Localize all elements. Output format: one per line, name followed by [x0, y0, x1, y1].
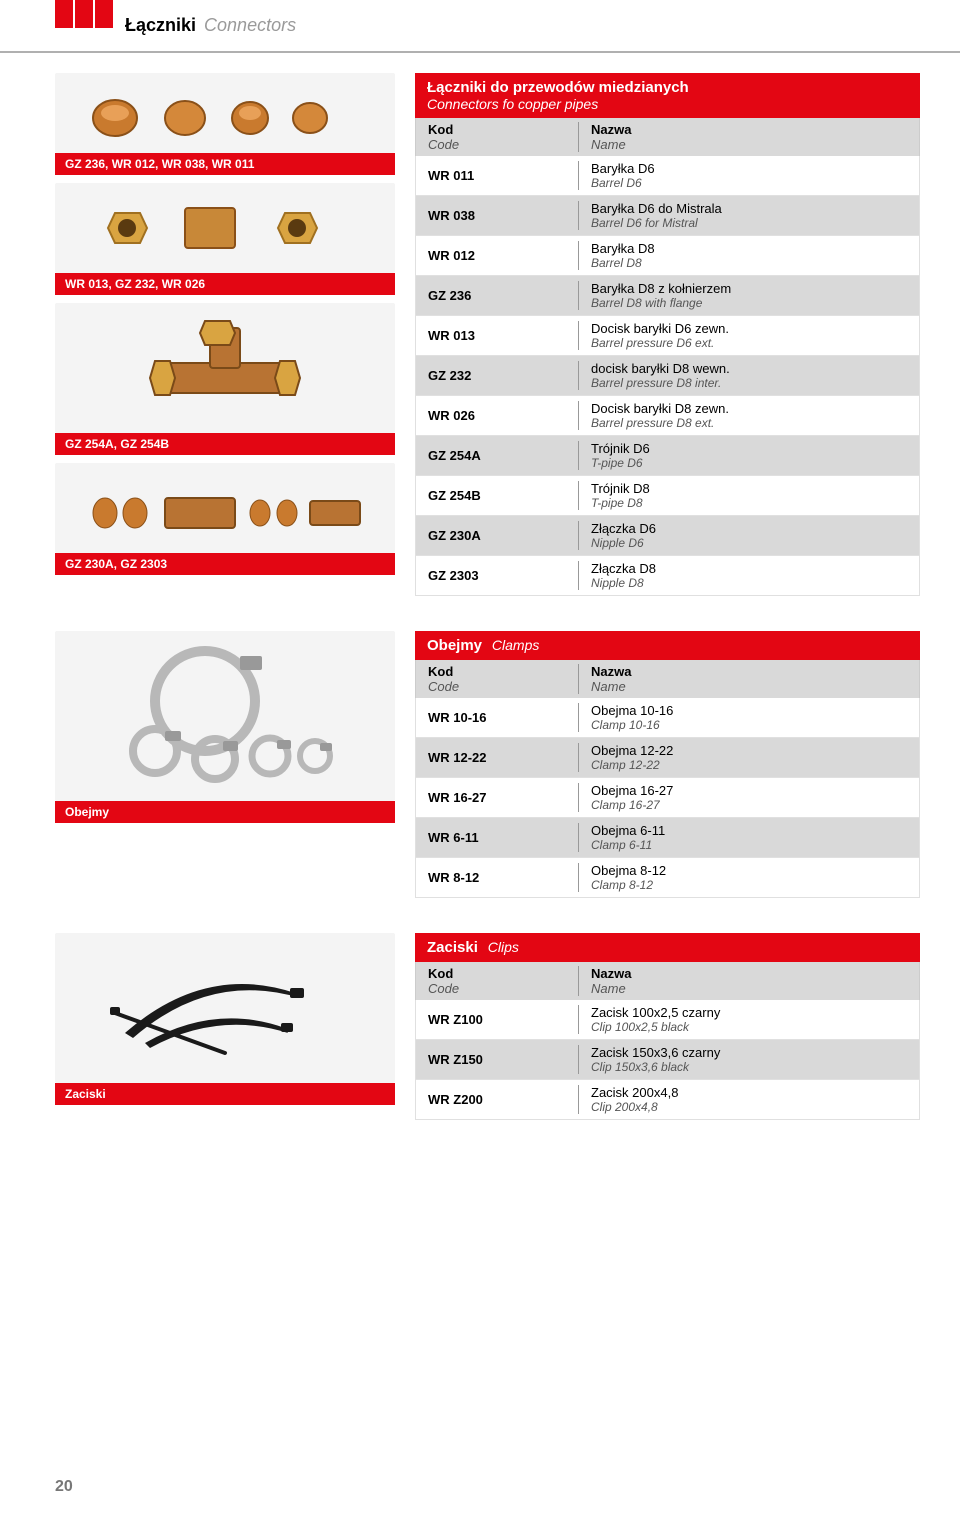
table-title-en: Connectors fo copper pipes	[427, 96, 598, 112]
section-connectors: GZ 236, WR 012, WR 038, WR 011 WR 013, G…	[55, 73, 920, 596]
row-name: Trójnik D6T-pipe D6	[578, 441, 907, 470]
page-header: Łączniki Connectors	[0, 0, 960, 53]
row-code: GZ 254A	[428, 441, 578, 470]
table-row: WR 038Baryłka D6 do MistralaBarrel D6 fo…	[415, 196, 920, 236]
product-image	[55, 933, 395, 1083]
row-code: WR 012	[428, 241, 578, 270]
row-name: docisk baryłki D8 wewn.Barrel pressure D…	[578, 361, 907, 390]
row-code: WR 038	[428, 201, 578, 230]
row-code: WR 16-27	[428, 783, 578, 812]
image-caption: WR 013, GZ 232, WR 026	[55, 273, 395, 295]
row-name: Baryłka D6Barrel D6	[578, 161, 907, 190]
section-clips: Zaciski Zaciski Clips Kod Code Nazwa Nam…	[55, 933, 920, 1120]
header-tabs	[55, 0, 113, 28]
row-name: Zacisk 200x4,8Clip 200x4,8	[578, 1085, 907, 1114]
table-column-headers: Kod Code Nazwa Name	[415, 962, 920, 1000]
row-code: WR 011	[428, 161, 578, 190]
page-title: Łączniki	[125, 15, 196, 36]
product-image	[55, 73, 395, 153]
table-title: Zaciski	[427, 939, 478, 956]
row-code: WR Z150	[428, 1045, 578, 1074]
table-row: WR 16-27Obejma 16-27Clamp 16-27	[415, 778, 920, 818]
table-column-headers: Kod Code Nazwa Name	[415, 660, 920, 698]
table-title-bar: Łączniki do przewodów miedzianych Connec…	[415, 73, 920, 118]
page-subtitle: Connectors	[204, 15, 296, 36]
product-image	[55, 303, 395, 433]
table-row: WR Z200Zacisk 200x4,8Clip 200x4,8	[415, 1080, 920, 1120]
table-row: GZ 232docisk baryłki D8 wewn.Barrel pres…	[415, 356, 920, 396]
row-name: Obejma 16-27Clamp 16-27	[578, 783, 907, 812]
row-name: Obejma 10-16Clamp 10-16	[578, 703, 907, 732]
row-code: WR 026	[428, 401, 578, 430]
row-code: WR 10-16	[428, 703, 578, 732]
table-row: WR 026Docisk baryłki D8 zewn.Barrel pres…	[415, 396, 920, 436]
table-row: WR Z150Zacisk 150x3,6 czarnyClip 150x3,6…	[415, 1040, 920, 1080]
row-code: WR Z100	[428, 1005, 578, 1034]
table-row: WR 013Docisk baryłki D6 zewn.Barrel pres…	[415, 316, 920, 356]
table-row: WR 8-12Obejma 8-12Clamp 8-12	[415, 858, 920, 898]
row-code: WR 6-11	[428, 823, 578, 852]
row-code: GZ 232	[428, 361, 578, 390]
row-name: Baryłka D8 z kołnierzemBarrel D8 with fl…	[578, 281, 907, 310]
row-name: Złączka D6Nipple D6	[578, 521, 907, 550]
page-number: 20	[55, 1478, 73, 1496]
section-clamps: Obejmy Obejmy Clamps Kod Code Nazwa Name	[55, 631, 920, 898]
image-caption: GZ 230A, GZ 2303	[55, 553, 395, 575]
row-name: Zacisk 150x3,6 czarnyClip 150x3,6 black	[578, 1045, 907, 1074]
table-row: WR Z100Zacisk 100x2,5 czarnyClip 100x2,5…	[415, 1000, 920, 1040]
product-image	[55, 631, 395, 801]
product-image	[55, 463, 395, 553]
table-row: GZ 236Baryłka D8 z kołnierzemBarrel D8 w…	[415, 276, 920, 316]
row-code: GZ 230A	[428, 521, 578, 550]
row-name: Trójnik D8T-pipe D8	[578, 481, 907, 510]
table-row: GZ 230AZłączka D6Nipple D6	[415, 516, 920, 556]
row-name: Baryłka D8Barrel D8	[578, 241, 907, 270]
table-row: GZ 254BTrójnik D8T-pipe D8	[415, 476, 920, 516]
table-row: WR 12-22Obejma 12-22Clamp 12-22	[415, 738, 920, 778]
table-row: GZ 2303Złączka D8Nipple D8	[415, 556, 920, 596]
row-code: GZ 236	[428, 281, 578, 310]
table-column-headers: Kod Code Nazwa Name	[415, 118, 920, 156]
table-row: WR 012Baryłka D8Barrel D8	[415, 236, 920, 276]
image-caption: GZ 236, WR 012, WR 038, WR 011	[55, 153, 395, 175]
table-row: WR 011Baryłka D6Barrel D6	[415, 156, 920, 196]
image-caption: Obejmy	[55, 801, 395, 823]
row-name: Zacisk 100x2,5 czarnyClip 100x2,5 black	[578, 1005, 907, 1034]
table-row: WR 10-16Obejma 10-16Clamp 10-16	[415, 698, 920, 738]
table-row: GZ 254ATrójnik D6T-pipe D6	[415, 436, 920, 476]
image-caption: GZ 254A, GZ 254B	[55, 433, 395, 455]
image-caption: Zaciski	[55, 1083, 395, 1105]
table-title-bar: Obejmy Clamps	[415, 631, 920, 660]
row-name: Docisk baryłki D6 zewn.Barrel pressure D…	[578, 321, 907, 350]
table-title-bar: Zaciski Clips	[415, 933, 920, 962]
table-row: WR 6-11Obejma 6-11Clamp 6-11	[415, 818, 920, 858]
row-code: WR 8-12	[428, 863, 578, 892]
product-image	[55, 183, 395, 273]
row-code: GZ 2303	[428, 561, 578, 590]
row-code: WR Z200	[428, 1085, 578, 1114]
table-title-en: Clips	[488, 939, 519, 955]
table-title: Łączniki do przewodów miedzianych	[427, 79, 689, 96]
row-name: Obejma 12-22Clamp 12-22	[578, 743, 907, 772]
table-title-en: Clamps	[492, 637, 539, 653]
row-name: Docisk baryłki D8 zewn.Barrel pressure D…	[578, 401, 907, 430]
row-name: Obejma 6-11Clamp 6-11	[578, 823, 907, 852]
row-name: Złączka D8Nipple D8	[578, 561, 907, 590]
row-name: Baryłka D6 do MistralaBarrel D6 for Mist…	[578, 201, 907, 230]
row-code: GZ 254B	[428, 481, 578, 510]
table-title: Obejmy	[427, 637, 482, 654]
row-code: WR 013	[428, 321, 578, 350]
row-code: WR 12-22	[428, 743, 578, 772]
row-name: Obejma 8-12Clamp 8-12	[578, 863, 907, 892]
